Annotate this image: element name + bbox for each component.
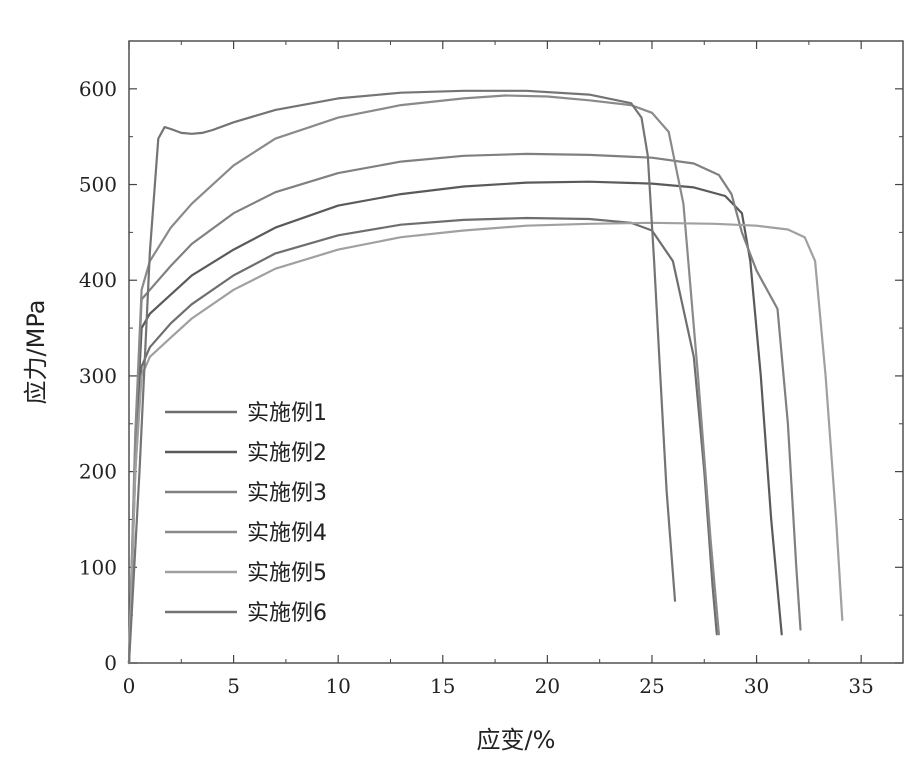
series-line-2 — [129, 182, 782, 663]
legend-label-2: 实施例2 — [247, 441, 327, 466]
legend-label-6: 实施例6 — [247, 601, 327, 626]
series-line-5 — [129, 223, 842, 663]
x-tick-label: 35 — [848, 674, 873, 698]
legend-label-1: 实施例1 — [247, 401, 327, 426]
series-line-1 — [129, 218, 717, 663]
series-line-4 — [129, 96, 719, 664]
x-tick-label: 5 — [227, 674, 240, 698]
x-tick-label: 15 — [430, 674, 455, 698]
x-tick-label: 30 — [744, 674, 769, 698]
y-tick-label: 0 — [104, 651, 117, 675]
x-tick-label: 20 — [535, 674, 560, 698]
plot-frame — [129, 41, 903, 663]
x-axis-title: 应变/% — [477, 726, 556, 754]
legend-label-4: 实施例4 — [247, 521, 327, 546]
y-tick-label: 300 — [79, 364, 117, 388]
series-line-6 — [129, 91, 675, 663]
y-axis-title: 应力/MPa — [22, 300, 50, 405]
x-tick-label: 25 — [639, 674, 664, 698]
series-lines — [129, 91, 842, 663]
y-tick-label: 400 — [79, 268, 117, 292]
y-tick-label: 500 — [79, 173, 117, 197]
legend-label-5: 实施例5 — [247, 561, 327, 586]
y-tick-label: 600 — [79, 77, 117, 101]
x-tick-label: 10 — [325, 674, 350, 698]
legend: 实施例1 实施例2 实施例3 实施例4 实施例5 实施例6 — [165, 401, 327, 626]
x-tick-label: 0 — [123, 674, 136, 698]
y-tick-label: 200 — [79, 460, 117, 484]
y-tick-label: 100 — [79, 555, 117, 579]
legend-label-3: 实施例3 — [247, 481, 327, 506]
